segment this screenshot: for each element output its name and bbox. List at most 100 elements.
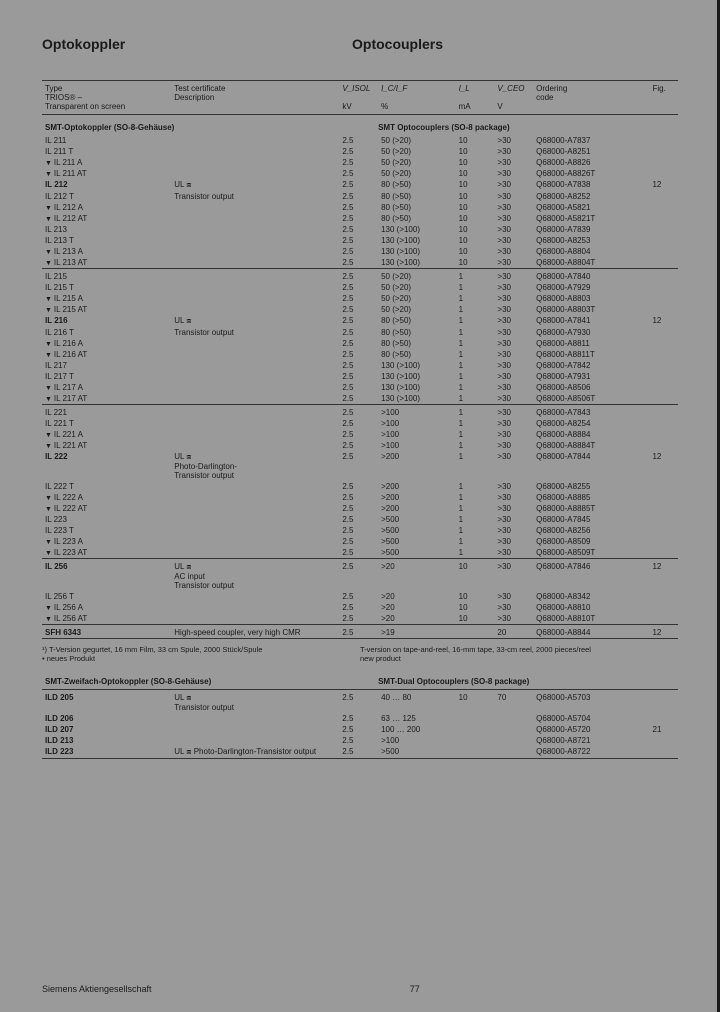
- cell-fig: [649, 371, 678, 382]
- cell-type: IL 223 AT: [42, 547, 171, 559]
- cell-fig: [650, 713, 679, 724]
- cell-viso: 2.5: [339, 235, 378, 246]
- cell-viso: 2.5: [339, 407, 378, 418]
- cell-fig: [649, 304, 678, 315]
- cell-fig: [649, 338, 678, 349]
- table-row: ILD 223 UL ⧈ Photo-Darlington-Transistor…: [42, 746, 678, 759]
- cell-ictr: >200: [378, 492, 456, 503]
- cell-viso: 2.5: [339, 440, 378, 451]
- cell-type: IL 217 A: [42, 382, 171, 393]
- cell-fig: [649, 536, 678, 547]
- cell-viso: 2.5: [339, 382, 378, 393]
- cell-ictr: >200: [378, 503, 456, 514]
- cell-ictr: >500: [378, 525, 456, 536]
- cell-order: Q68000-A7929: [533, 282, 649, 293]
- cell-order: Q68000-A7846: [533, 561, 649, 591]
- hdr-type: Type TRIOS® – Transparent on screen: [42, 81, 171, 115]
- cell-fig: [649, 168, 678, 179]
- cell-fig: [649, 440, 678, 451]
- table-row: ILD 207 2.5 100 … 200 Q68000-A5720 21: [42, 724, 678, 735]
- cell-fig: 21: [650, 724, 679, 735]
- cell-vce: >30: [494, 503, 533, 514]
- table-row: IL 216 A 2.5 80 (>50) 1 >30 Q68000-A8811: [42, 338, 678, 349]
- cell-desc: UL ⧈ Photo-Darlington-Transistor output: [171, 746, 339, 759]
- cell-vce: [494, 724, 533, 735]
- footnote-en: T-version on tape-and-reel, 16-mm tape, …: [360, 645, 678, 663]
- table-row: IL 223 2.5 >500 1 >30 Q68000-A7845: [42, 514, 678, 525]
- cell-vce: >30: [494, 382, 533, 393]
- section1-title: SMT-Optokoppler (SO-8-Gehäuse) SMT Optoc…: [42, 115, 678, 136]
- cell-viso: 2.5: [339, 613, 378, 625]
- cell-type: IL 213 A: [42, 246, 171, 257]
- table-row: IL 211 T 2.5 50 (>20) 10 >30 Q68000-A825…: [42, 146, 678, 157]
- cell-order: Q68000-A7931: [533, 371, 649, 382]
- cell-il: 1: [456, 338, 495, 349]
- cell-il: [456, 735, 495, 746]
- cell-fig: [649, 327, 678, 338]
- group-il256: IL 256 UL ⧈ AC input Transistor output 2…: [42, 559, 678, 625]
- cell-vce: >30: [494, 257, 533, 269]
- cell-vce: >30: [494, 327, 533, 338]
- cell-vce: >30: [494, 371, 533, 382]
- cell-fig: [649, 360, 678, 371]
- cell-order: Q68000-A8251: [533, 146, 649, 157]
- table-row: IL 213 A 2.5 130 (>100) 10 >30 Q68000-A8…: [42, 246, 678, 257]
- cell-order: Q68000-A8721: [533, 735, 649, 746]
- cell-type: IL 216: [42, 315, 171, 327]
- cell-ictr: >100: [378, 735, 456, 746]
- cell-il: 1: [456, 525, 495, 536]
- cell-fig: [649, 492, 678, 503]
- table-row: IL 223 AT 2.5 >500 1 >30 Q68000-A8509T: [42, 547, 678, 559]
- cell-viso: 2.5: [339, 525, 378, 536]
- table-row: IL 256 A 2.5 >20 10 >30 Q68000-A8810: [42, 602, 678, 613]
- cell-order: Q68000-A8256: [533, 525, 649, 536]
- section2-title: SMT-Zweifach-Optokoppler (SO-8-Gehäuse) …: [42, 669, 678, 690]
- cell-type: IL 222 AT: [42, 503, 171, 514]
- table-row: IL 223 T 2.5 >500 1 >30 Q68000-A8256: [42, 525, 678, 536]
- table-row: IL 217 AT 2.5 130 (>100) 1 >30 Q68000-A8…: [42, 393, 678, 405]
- cell-vce: >30: [494, 282, 533, 293]
- cell-viso: 2.5: [339, 371, 378, 382]
- cell-fig: [649, 602, 678, 613]
- hdr-ictr: I_C/I_F %: [378, 81, 456, 115]
- cell-desc: High-speed coupler, very high CMR: [171, 627, 339, 639]
- cell-il: 1: [456, 503, 495, 514]
- cell-ictr: 80 (>50): [378, 315, 456, 327]
- cell-type: IL 217: [42, 360, 171, 371]
- cell-type: IL 216 AT: [42, 349, 171, 360]
- cell-order: Q68000-A8254: [533, 418, 649, 429]
- hdr-fig: Fig.: [649, 81, 678, 115]
- cell-ictr: 130 (>100): [378, 382, 456, 393]
- cell-type: IL 256 A: [42, 602, 171, 613]
- cell-fig: 12: [649, 561, 678, 591]
- cell-ictr: >100: [378, 429, 456, 440]
- footnote-de: ¹) T-Version gegurtet, 16 mm Film, 33 cm…: [42, 645, 360, 663]
- cell-il: 1: [456, 418, 495, 429]
- cell-order: Q68000-A5704: [533, 713, 649, 724]
- cell-fig: [649, 202, 678, 213]
- cell-type: IL 222 A: [42, 492, 171, 503]
- table-row: IL 212 UL ⧈ 2.5 80 (>50) 10 >30 Q68000-A…: [42, 179, 678, 191]
- cell-ictr: >200: [378, 481, 456, 492]
- cell-ictr: 80 (>50): [378, 191, 456, 202]
- page-footer: Siemens Aktiengesellschaft 77: [42, 984, 678, 994]
- table-row: IL 213 T 2.5 130 (>100) 10 >30 Q68000-A8…: [42, 235, 678, 246]
- dual-table: SMT-Zweifach-Optokoppler (SO-8-Gehäuse) …: [42, 669, 678, 761]
- table-row: IL 213 AT 2.5 130 (>100) 10 >30 Q68000-A…: [42, 257, 678, 269]
- cell-il: 1: [456, 407, 495, 418]
- cell-vce: >30: [494, 224, 533, 235]
- cell-viso: 2.5: [339, 735, 378, 746]
- cell-order: Q68000-A7841: [533, 315, 649, 327]
- cell-desc: [171, 514, 339, 525]
- cell-desc: [171, 168, 339, 179]
- cell-vce: >30: [494, 202, 533, 213]
- cell-ictr: >100: [378, 418, 456, 429]
- cell-il: 10: [456, 157, 495, 168]
- cell-desc: [171, 724, 339, 735]
- cell-vce: >30: [494, 613, 533, 625]
- title-de: Optokoppler: [42, 36, 352, 52]
- cell-desc: [171, 235, 339, 246]
- cell-vce: >30: [494, 293, 533, 304]
- cell-fig: 12: [649, 179, 678, 191]
- cell-ictr: 50 (>20): [378, 271, 456, 282]
